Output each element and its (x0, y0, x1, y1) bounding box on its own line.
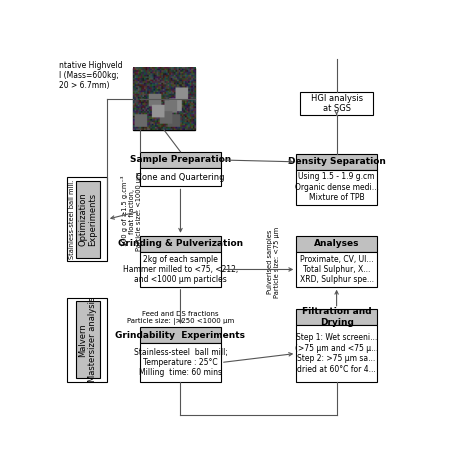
Text: 2kg of each sample
Hammer milled to <75, <212,
and <1000 μm particles: 2kg of each sample Hammer milled to <75,… (123, 255, 238, 284)
Text: Pulverised samples
Particle size: <75 μm: Pulverised samples Particle size: <75 μm (267, 227, 280, 298)
FancyBboxPatch shape (140, 236, 221, 252)
Text: Stainless-steel ball mill.: Stainless-steel ball mill. (69, 180, 75, 259)
Text: Grinding & Pulverization: Grinding & Pulverization (118, 239, 243, 248)
FancyBboxPatch shape (67, 298, 107, 382)
Text: Cone and Quartering: Cone and Quartering (136, 173, 225, 182)
Text: Sample Preparation: Sample Preparation (130, 155, 231, 164)
FancyBboxPatch shape (67, 177, 107, 261)
Text: Step 1: Wet screeni...
(>75 μm and <75 μ...
Step 2: >75 μm sa...
dried at 60°C f: Step 1: Wet screeni... (>75 μm and <75 μ… (295, 333, 378, 374)
Text: Density Separation: Density Separation (288, 157, 385, 166)
FancyBboxPatch shape (296, 236, 377, 252)
Text: Malvern
Mastersizer analysis: Malvern Mastersizer analysis (78, 297, 98, 383)
FancyBboxPatch shape (140, 152, 221, 168)
FancyBboxPatch shape (300, 91, 374, 115)
FancyBboxPatch shape (76, 301, 100, 378)
FancyBboxPatch shape (140, 343, 221, 382)
FancyBboxPatch shape (76, 181, 100, 258)
Text: 100 g of ≥1.5 g.cm⁻³
float fraction,
Particle size: <1000 μm: 100 g of ≥1.5 g.cm⁻³ float fraction, Par… (121, 171, 143, 251)
FancyBboxPatch shape (296, 252, 377, 287)
FancyBboxPatch shape (296, 325, 377, 382)
Text: Proximate, CV, UI...
Total Sulphur, X...
XRD, Sulphur spe...: Proximate, CV, UI... Total Sulphur, X...… (300, 255, 374, 284)
FancyBboxPatch shape (140, 168, 221, 186)
FancyBboxPatch shape (296, 154, 377, 170)
Text: Grindability  Experiments: Grindability Experiments (116, 331, 246, 340)
Text: HGI analysis
at SGS: HGI analysis at SGS (310, 94, 363, 113)
Text: Feed and DS fractions
Particle size: |>250 <1000 μm: Feed and DS fractions Particle size: |>2… (127, 311, 234, 325)
Text: Optimization
Experiments: Optimization Experiments (78, 192, 98, 246)
Text: Analyses: Analyses (314, 239, 359, 248)
Text: Using 1.5 - 1.9 g.cm
Organic dense medi...
Mixture of TPB: Using 1.5 - 1.9 g.cm Organic dense medi.… (295, 173, 379, 202)
Text: Filtration and
Drying: Filtration and Drying (302, 307, 372, 327)
FancyBboxPatch shape (140, 327, 221, 343)
FancyBboxPatch shape (140, 252, 221, 287)
Text: Stainless-steel  ball mill;
Temperature : 25°C
Milling  time: 60 mins: Stainless-steel ball mill; Temperature :… (134, 347, 228, 377)
FancyBboxPatch shape (296, 309, 377, 325)
Text: ntative Highveld
l (Mass=600kg;
20 > 6.7mm): ntative Highveld l (Mass=600kg; 20 > 6.7… (59, 61, 123, 91)
FancyBboxPatch shape (296, 170, 377, 205)
